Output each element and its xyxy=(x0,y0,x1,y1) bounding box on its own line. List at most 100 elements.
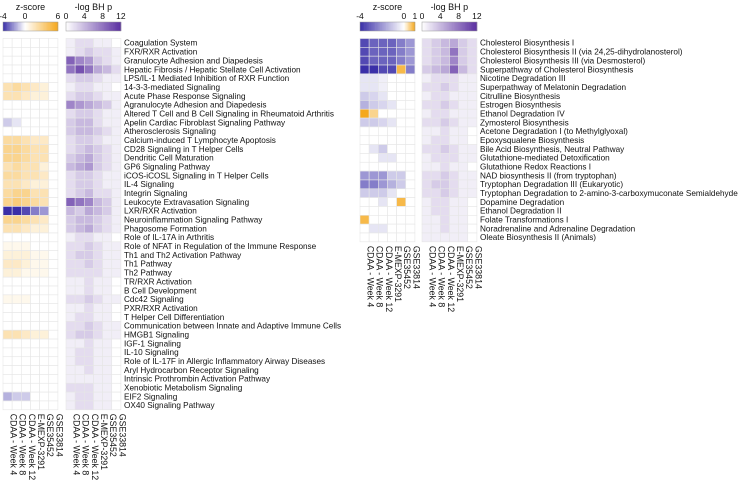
heatmap-cell xyxy=(30,223,40,234)
heatmap-cell xyxy=(111,126,122,137)
row-label-estrogen-biosynthesis: Estrogen Biosynthesis xyxy=(480,101,561,110)
heatmap-cell xyxy=(65,321,76,331)
heatmap-cell xyxy=(48,153,59,163)
legend-color-step xyxy=(432,22,435,31)
heatmap-cell xyxy=(93,153,103,163)
legend-color-step xyxy=(388,22,391,31)
column-label-gse33814: GSE33814 xyxy=(117,414,127,457)
heatmap-cell xyxy=(39,382,50,393)
heatmap-cell xyxy=(458,64,469,75)
heatmap-cell xyxy=(377,117,388,128)
heatmap-cell xyxy=(30,91,40,101)
heatmap-cell xyxy=(430,117,441,128)
column-label-e-mexp-3291: E-MEXP-3291 xyxy=(455,246,465,302)
legend-color-step xyxy=(100,22,102,31)
heatmap-cell xyxy=(387,197,397,207)
heatmap-cell xyxy=(11,197,22,207)
legend-color-step xyxy=(405,22,407,31)
heatmap-cell xyxy=(74,126,85,137)
heatmap-cell xyxy=(74,347,85,358)
heatmap-cell xyxy=(39,356,50,366)
heatmap-cell xyxy=(93,329,103,340)
heatmap-cell xyxy=(84,329,94,340)
heatmap-cell xyxy=(396,215,407,225)
row-label-cholesterol-biosynthesis-iii-via-desmosterol: Cholesterol Biosynthesis III (via Desmos… xyxy=(480,56,645,65)
row-label-icos-icosl-signaling-in-t-helper-cells: iCOS-iCOSL Signaling in T Helper Cells xyxy=(124,171,269,180)
heatmap-cell xyxy=(439,47,450,57)
legend-color-step xyxy=(111,22,113,31)
heatmap-cell xyxy=(102,73,113,84)
heatmap-cell xyxy=(102,338,113,349)
heatmap-cell xyxy=(20,285,31,296)
heatmap-cell xyxy=(20,294,31,304)
heatmap-cell xyxy=(396,206,407,216)
heatmap-cell xyxy=(39,108,50,119)
legend-color-step xyxy=(40,22,42,31)
legend-color-step xyxy=(96,22,98,31)
heatmap-cell xyxy=(93,179,103,190)
legend-color-step xyxy=(368,22,370,31)
legend-color-step xyxy=(438,22,441,31)
legend-color-step xyxy=(27,22,30,31)
heatmap-cell xyxy=(93,135,103,145)
heatmap-cell xyxy=(368,64,379,75)
heatmap-cell xyxy=(405,232,416,243)
heatmap-cell xyxy=(111,161,122,172)
heatmap-cell xyxy=(20,374,31,384)
legend-color-step xyxy=(56,22,59,31)
heatmap-cell xyxy=(467,100,478,110)
heatmap-cell xyxy=(11,215,22,225)
heatmap-cell xyxy=(11,276,22,287)
heatmap-cell xyxy=(396,197,407,207)
heatmap-cell xyxy=(430,100,441,110)
heatmap-cell xyxy=(74,312,85,322)
heatmap-cell xyxy=(421,91,432,101)
heatmap-cell xyxy=(368,135,379,145)
heatmap-cell xyxy=(377,188,388,198)
heatmap-cell xyxy=(11,126,22,137)
heatmap-cell xyxy=(93,47,103,57)
heatmap-cell xyxy=(65,294,76,304)
heatmap-cell xyxy=(30,206,40,216)
heatmap-cell xyxy=(74,365,85,375)
heatmap-cell xyxy=(30,329,40,340)
heatmap-cell xyxy=(359,215,370,225)
column-label-e-mexp-3291: E-MEXP-3291 xyxy=(99,414,109,470)
heatmap-cell xyxy=(439,82,450,92)
heatmap-cell xyxy=(74,144,85,154)
heatmap-cell xyxy=(2,144,13,154)
heatmap-cell xyxy=(30,312,40,322)
heatmap-cell xyxy=(30,338,40,349)
heatmap-cell xyxy=(11,223,22,234)
heatmap-cell xyxy=(39,365,50,375)
heatmap-cell xyxy=(48,400,59,411)
heatmap-cell xyxy=(458,144,469,154)
heatmap-cell xyxy=(93,312,103,322)
heatmap-cell xyxy=(30,250,40,260)
heatmap-cell xyxy=(449,188,459,198)
heatmap-cell xyxy=(2,188,13,198)
legend-color-step xyxy=(475,22,478,31)
heatmap-cell xyxy=(111,347,122,358)
legend-color-step xyxy=(51,22,53,31)
heatmap-cell xyxy=(359,170,370,181)
heatmap-cell xyxy=(30,365,40,375)
legend-bar-outline xyxy=(359,21,416,32)
heatmap-cell xyxy=(2,259,13,269)
heatmap-cell xyxy=(368,206,379,216)
heatmap-cell xyxy=(11,170,22,181)
heatmap-cell xyxy=(458,73,469,84)
legend-color-step xyxy=(392,22,395,31)
row-label-cholesterol-biosynthesis-i: Cholesterol Biosynthesis I xyxy=(480,39,574,48)
heatmap-cell xyxy=(467,91,478,101)
heatmap-cell xyxy=(93,232,103,243)
heatmap-cell xyxy=(48,82,59,92)
heatmap-cell xyxy=(48,215,59,225)
heatmap-cell xyxy=(11,382,22,393)
heatmap-cell xyxy=(30,38,40,48)
row-label-oleate-biosynthesis-ii-animals: Oleate Biosynthesis II (Animals) xyxy=(480,233,596,242)
heatmap-cell xyxy=(11,206,22,216)
heatmap-cell xyxy=(102,241,113,251)
heatmap-cell xyxy=(458,126,469,137)
heatmap-cell xyxy=(65,188,76,198)
